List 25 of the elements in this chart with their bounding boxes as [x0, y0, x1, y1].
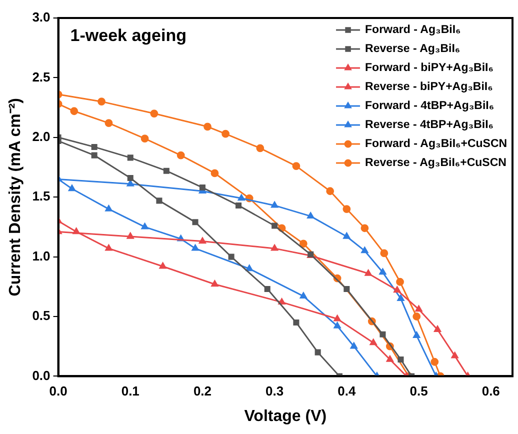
legend-label: Reverse - Ag₃BiI₆	[365, 43, 460, 56]
y-tick-label: 0.5	[32, 308, 50, 324]
x-tick-label: 0.2	[193, 384, 212, 399]
legend-label: Forward - Ag₃BiI₆	[365, 24, 461, 36]
legend-label: Forward - biPY+Ag₃BiI₆	[365, 62, 494, 74]
text: 1-week ageing	[70, 26, 186, 46]
x-tick-label: 0.0	[49, 384, 68, 399]
x-tick-label: 0.4	[338, 384, 356, 399]
y-tick-label: 1.5	[32, 188, 50, 204]
legend-label: Reverse - biPY+Ag₃BiI₆	[365, 81, 493, 94]
y-tick-label: 0.0	[32, 368, 50, 383]
y-tick-label: 2.5	[32, 69, 50, 84]
y-tick-label: 3.0	[32, 10, 50, 25]
x-tick-label: 0.6	[482, 384, 500, 399]
legend-label: Reverse - Ag₃BiI₆+CuSCN	[365, 157, 506, 170]
x-axis-title: Voltage (V)	[244, 408, 327, 425]
legend-label: Reverse - 4tBP+Ag₃BiI₆	[365, 119, 494, 132]
y-tick-label: 2.0	[32, 128, 50, 144]
y-axis-title: Current Density (mA cm⁻²)	[7, 98, 24, 296]
x-tick-label: 0.3	[266, 384, 284, 399]
x-tick-label: 0.1	[121, 384, 140, 399]
legend-label: Forward - Ag₃BiI₆+CuSCN	[365, 138, 508, 150]
x-tick-label: 0.5	[410, 384, 428, 399]
y-tick-label: 1.0	[32, 248, 50, 264]
legend-label: Forward - 4tBP+Ag₃BiI₆	[365, 100, 494, 112]
